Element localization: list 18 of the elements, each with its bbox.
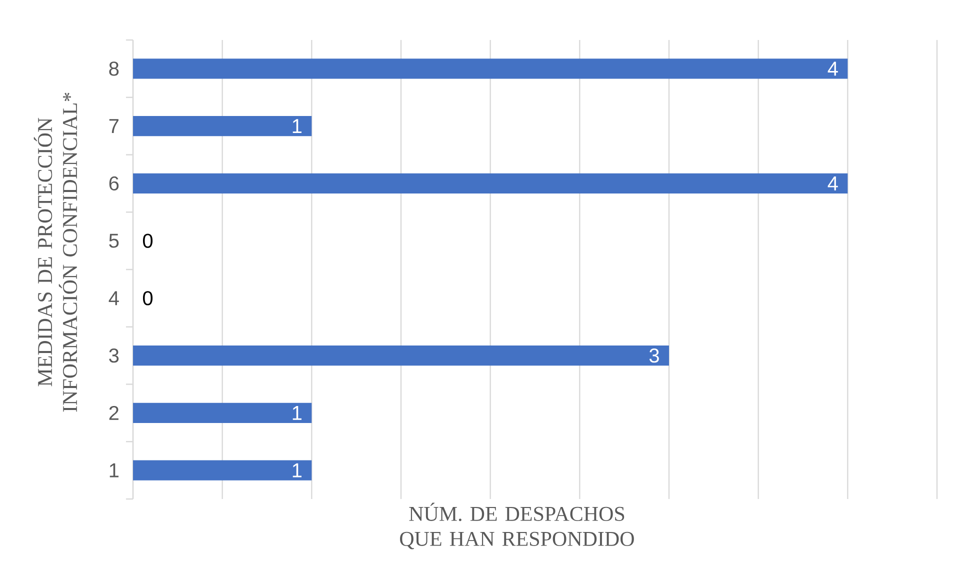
y-tick-label: 5 bbox=[109, 234, 119, 248]
y-tick-label: 8 bbox=[109, 62, 119, 76]
data-label: 4 bbox=[828, 62, 838, 76]
data-label: 0 bbox=[142, 234, 153, 248]
y-tick-label: 1 bbox=[110, 463, 118, 478]
data-label: 4 bbox=[828, 176, 838, 190]
y-tick-label: 4 bbox=[108, 291, 119, 306]
y-tick-label: 7 bbox=[109, 119, 118, 133]
data-label: 0 bbox=[142, 291, 153, 306]
y-tick-label: 6 bbox=[109, 176, 119, 191]
y-tick-label: 2 bbox=[109, 406, 118, 420]
data-label: 3 bbox=[649, 348, 659, 363]
x-axis-title: NÚM. DE DESPACHOS QUE HAN RESPONDIDO bbox=[400, 502, 634, 550]
data-label: 1 bbox=[292, 406, 302, 420]
y-tick-label: 3 bbox=[109, 348, 119, 363]
data-label: 1 bbox=[292, 119, 302, 133]
y-axis-title: MEDIDAS DE PROTECCIÓN INFORMACIÓN CONFIDENCIAL* bbox=[34, 92, 78, 412]
data-label: 1 bbox=[292, 463, 302, 478]
